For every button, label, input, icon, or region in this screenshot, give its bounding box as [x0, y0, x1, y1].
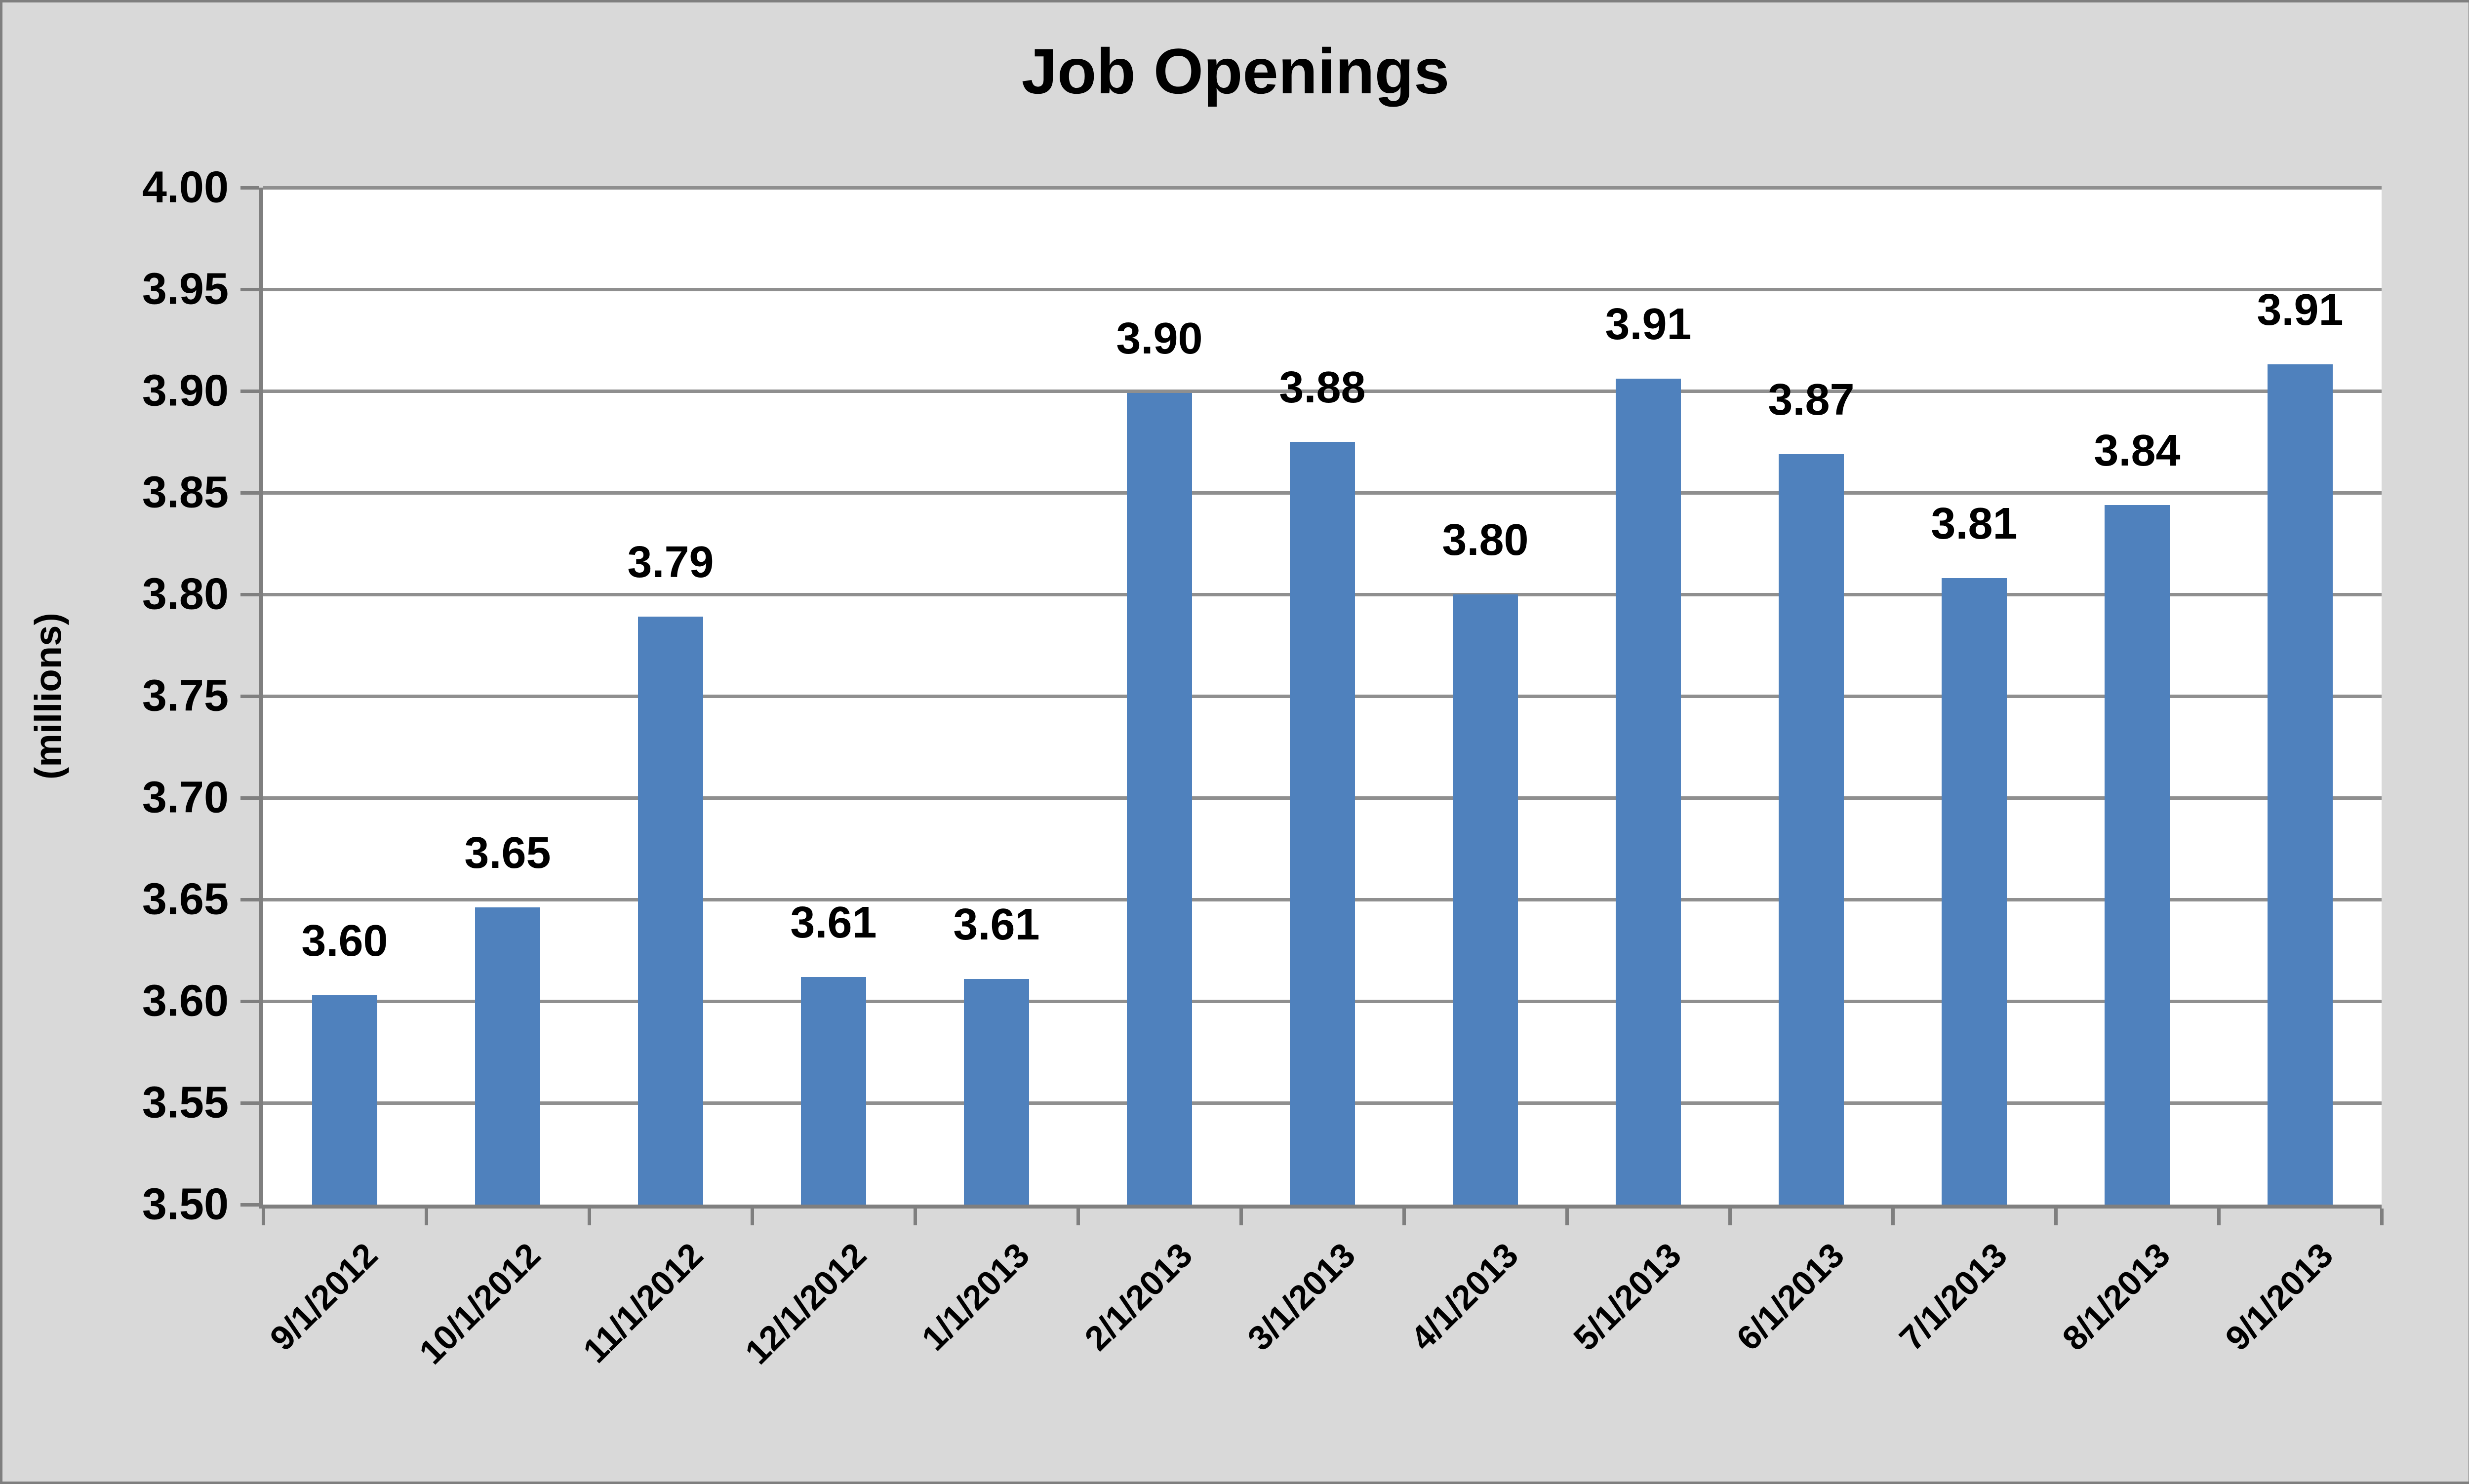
bar-value-label: 3.91 [1605, 300, 1692, 350]
x-axis-tick-label: 12/1/2012 [737, 1235, 874, 1372]
bar-value-label: 3.60 [301, 916, 388, 966]
plot-area: 3.50 3.55 3.60 3.65 3.70 3.75 3.80 3.85 3.90 3.95… [142, 163, 2384, 1371]
x-axis-tick [424, 1209, 428, 1225]
x-axis-tick [1076, 1209, 1080, 1225]
x-axis-tick [1565, 1209, 1569, 1225]
bar [475, 907, 540, 1205]
y-axis-tick [240, 1101, 259, 1105]
x-axis-tick [1891, 1209, 1895, 1225]
y-axis-tick-label: 4.00 [142, 162, 229, 212]
x-axis-tick-label: 8/1/2013 [2055, 1235, 2177, 1358]
bar-value-label: 3.81 [1931, 499, 2018, 549]
gridline [263, 389, 2382, 393]
bar [638, 617, 703, 1205]
y-axis-tick [240, 389, 259, 393]
x-axis-tick [1728, 1209, 1732, 1225]
x-axis-tick-label: 3/1/2013 [1240, 1235, 1362, 1358]
bar [312, 995, 377, 1205]
y-axis-tick-label: 3.90 [142, 366, 229, 416]
bar-value-label: 3.61 [790, 898, 877, 947]
x-axis-tick [587, 1209, 591, 1225]
y-axis-tick-label: 3.55 [142, 1078, 229, 1128]
bar [1779, 454, 1844, 1205]
gridline [263, 287, 2382, 291]
y-axis-tick-label: 3.70 [142, 773, 229, 822]
bar [1616, 379, 1681, 1205]
bar-value-label: 3.65 [464, 828, 551, 878]
x-axis-tick-label: 11/1/2012 [576, 1235, 711, 1370]
y-axis-tick-label: 3.65 [142, 874, 229, 924]
bar-value-label: 3.87 [1768, 375, 1855, 425]
bar [964, 978, 1029, 1205]
y-axis-tick [240, 186, 259, 190]
y-axis-tick [240, 796, 259, 800]
x-axis-tick [1239, 1209, 1243, 1225]
x-axis-tick-label: 5/1/2013 [1566, 1235, 1688, 1358]
bar [801, 976, 866, 1205]
x-axis-tick [750, 1209, 754, 1225]
gridline [263, 186, 2382, 190]
bar-value-label: 3.91 [2257, 285, 2344, 335]
bar-value-label: 3.84 [2094, 426, 2181, 475]
y-axis-tick-label: 3.75 [142, 671, 229, 721]
x-axis-tick [2054, 1209, 2058, 1225]
chart-title: Job Openings [1021, 35, 1450, 107]
y-axis-tick-label: 3.60 [142, 976, 229, 1026]
y-axis-tick [240, 898, 259, 901]
bar-value-label: 3.88 [1279, 363, 1366, 412]
bar-value-label: 3.61 [953, 899, 1040, 949]
bar-value-label: 3.80 [1442, 515, 1529, 565]
x-axis-tick-label: 4/1/2013 [1403, 1235, 1525, 1358]
x-axis-tick-label: 9/1/2012 [262, 1235, 385, 1358]
bar [1127, 393, 1192, 1205]
y-axis-tick-label: 3.95 [142, 264, 229, 314]
y-axis-tick-label: 3.85 [142, 468, 229, 517]
x-axis-tick [1402, 1209, 1406, 1225]
y-axis-tick-label: 3.50 [142, 1179, 229, 1229]
x-axis-tick-label: 1/1/2013 [914, 1235, 1036, 1358]
bar [1453, 594, 1518, 1205]
bar [1290, 442, 1355, 1205]
y-axis-tick [240, 491, 259, 495]
x-axis-tick [2380, 1209, 2384, 1225]
bar [2268, 364, 2333, 1205]
x-axis-tick-label: 2/1/2013 [1077, 1235, 1199, 1358]
x-axis-tick [2217, 1209, 2221, 1225]
bar-value-label: 3.90 [1116, 314, 1203, 364]
y-axis-tick [240, 1203, 259, 1207]
y-axis-tick [240, 592, 259, 596]
y-axis-tick [240, 287, 259, 291]
bar-value-label: 3.79 [627, 538, 714, 587]
bar [2105, 505, 2170, 1205]
bar [1942, 578, 2007, 1205]
x-axis-tick [261, 1209, 265, 1225]
y-axis-tick [240, 694, 259, 698]
x-axis-tick-label: 10/1/2012 [411, 1235, 548, 1372]
y-axis-tick-label: 3.80 [142, 569, 229, 619]
x-axis-tick-label: 7/1/2013 [1892, 1235, 2014, 1358]
y-axis-tick [240, 999, 259, 1003]
x-axis-tick-label: 9/1/2013 [2218, 1235, 2340, 1358]
x-axis-tick-label: 6/1/2013 [1729, 1235, 1851, 1358]
x-axis-tick [913, 1209, 917, 1225]
